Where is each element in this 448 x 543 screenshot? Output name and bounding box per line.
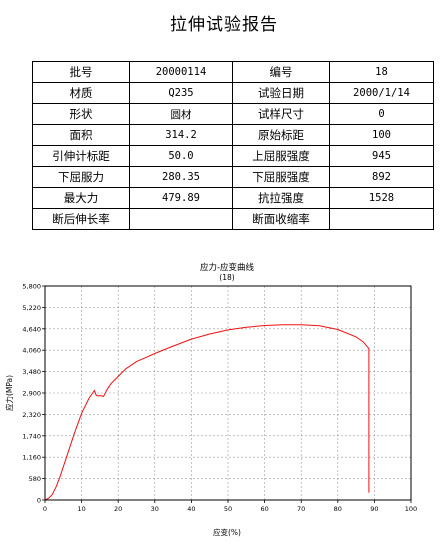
field-label: 形状 <box>32 103 130 125</box>
field-value: 280.35 <box>129 166 233 188</box>
field-label: 批号 <box>32 61 130 83</box>
x-tick-label: 30 <box>151 505 159 513</box>
y-tick-label: 3,480 <box>22 368 41 376</box>
field-value: 20000114 <box>129 61 233 83</box>
table-row: 形状 圆材 试样尺寸 0 <box>32 103 434 125</box>
x-axis-ticks: 0 10 20 30 40 50 60 70 80 90 100 <box>43 500 417 513</box>
plot-frame <box>44 285 412 501</box>
y-tick-label: 4,060 <box>22 347 41 355</box>
report-table: 批号 20000114 编号 18 材质 Q235 试验日期 2000/1/14… <box>32 61 434 230</box>
x-tick-label: 50 <box>224 505 232 513</box>
y-tick-label: 2,900 <box>22 390 41 398</box>
field-value: 314.2 <box>129 124 233 146</box>
field-label: 材质 <box>32 82 130 104</box>
x-tick-label: 60 <box>260 505 268 513</box>
table-row: 材质 Q235 试验日期 2000/1/14 <box>32 82 434 104</box>
x-tick-label: 10 <box>77 505 85 513</box>
field-value: 50.0 <box>129 145 233 167</box>
report-title: 拉伸试验报告 <box>170 15 278 35</box>
y-axis-ticks: 0 580 1,160 1,740 2,320 2,900 3,480 4,060 4,640 5… <box>22 283 45 505</box>
chart-subtitle: (18) <box>219 273 234 282</box>
y-tick-label: 5,800 <box>22 283 41 291</box>
field-value: 18 <box>329 61 434 83</box>
y-tick-label: 580 <box>29 475 41 483</box>
table-row: 面积 314.2 原始标距 100 <box>32 124 434 146</box>
x-tick-label: 100 <box>405 505 417 513</box>
field-value: 0 <box>329 103 434 125</box>
x-tick-label: 70 <box>297 505 305 513</box>
table-row: 引伸计标距 50.0 上屈服强度 945 <box>32 145 434 167</box>
chart-title: 应力-应变曲线 <box>200 262 255 273</box>
field-value: 圆材 <box>129 103 233 125</box>
field-label: 编号 <box>232 61 330 83</box>
table-row: 最大力 479.89 抗拉强度 1528 <box>32 187 434 209</box>
field-label: 最大力 <box>32 187 130 209</box>
field-label: 试验日期 <box>232 82 330 104</box>
y-tick-label: 1,160 <box>22 454 41 462</box>
x-tick-label: 90 <box>370 505 378 513</box>
field-label: 试样尺寸 <box>232 103 330 125</box>
y-tick-label: 0 <box>37 497 41 505</box>
field-value <box>129 208 233 230</box>
field-label: 下屈服力 <box>32 166 130 188</box>
field-value: 945 <box>329 145 434 167</box>
table-row: 下屈服力 280.35 下屈服强度 892 <box>32 166 434 188</box>
table-row: 批号 20000114 编号 18 <box>32 61 434 83</box>
field-value: 1528 <box>329 187 434 209</box>
chart-grid <box>45 286 411 500</box>
field-value <box>329 208 434 230</box>
x-tick-label: 0 <box>43 505 47 513</box>
field-label: 面积 <box>32 124 130 146</box>
field-label: 断面收缩率 <box>232 208 330 230</box>
chart-series <box>44 324 370 501</box>
y-tick-label: 2,320 <box>22 411 41 419</box>
stress-strain-line <box>44 324 370 501</box>
field-value: Q235 <box>129 82 233 104</box>
field-value: 479.89 <box>129 187 233 209</box>
field-label: 上屈服强度 <box>232 145 330 167</box>
table-row: 断后伸长率 断面收缩率 <box>32 208 434 230</box>
field-value: 2000/1/14 <box>329 82 434 104</box>
stress-strain-chart: 应力-应变曲线 (18) 0 580 1,160 1,740 2,320 2,900 3,4… <box>4 262 417 537</box>
field-label: 下屈服强度 <box>232 166 330 188</box>
y-tick-label: 1,740 <box>22 432 41 440</box>
x-axis-label: 应变(%) <box>213 527 241 537</box>
field-value: 100 <box>329 124 434 146</box>
field-label: 抗拉强度 <box>232 187 330 209</box>
field-label: 原始标距 <box>232 124 330 146</box>
field-value: 892 <box>329 166 434 188</box>
y-axis-label: 应力(MPa) <box>4 375 14 411</box>
y-tick-label: 4,640 <box>22 325 41 333</box>
y-tick-label: 5,220 <box>22 304 41 312</box>
field-label: 引伸计标距 <box>32 145 130 167</box>
x-tick-label: 20 <box>114 505 122 513</box>
x-tick-label: 40 <box>187 505 195 513</box>
field-label: 断后伸长率 <box>32 208 130 230</box>
x-tick-label: 80 <box>334 505 342 513</box>
